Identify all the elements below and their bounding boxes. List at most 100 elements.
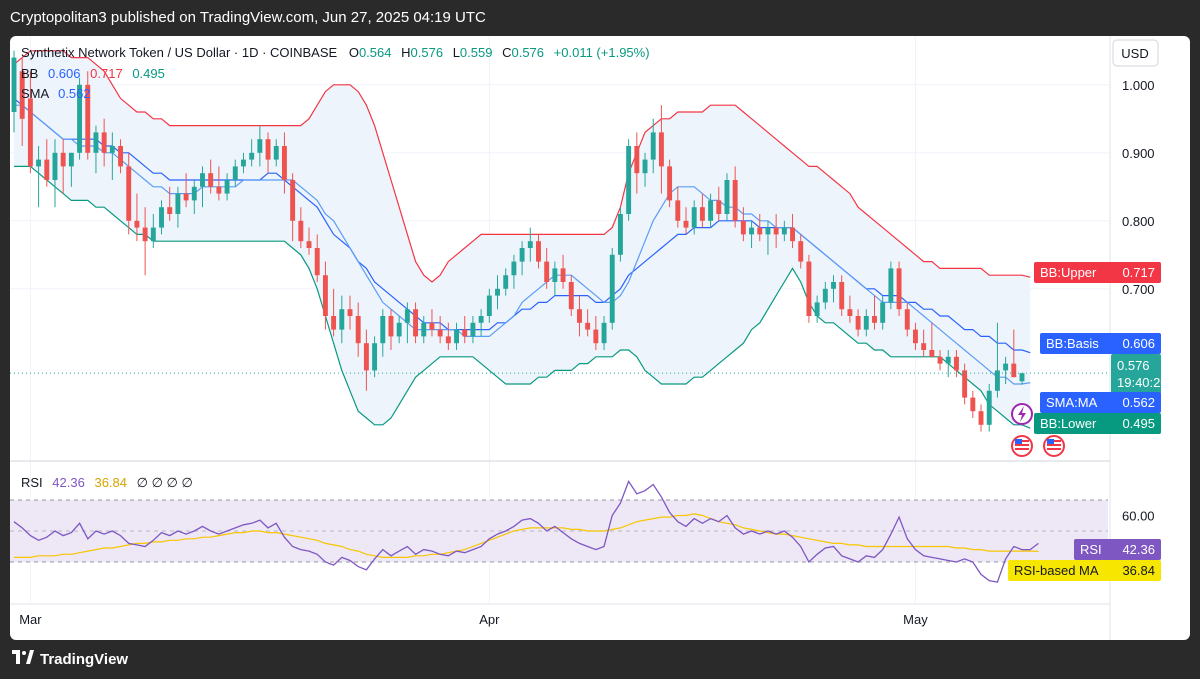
price-tick-label: 0.900 xyxy=(1122,146,1155,161)
candle xyxy=(273,139,279,167)
candle xyxy=(134,193,140,242)
rsi-legend: RSI 42.36 36.84 ∅ ∅ ∅ ∅ xyxy=(21,475,193,490)
candle-body xyxy=(519,248,525,262)
candle xyxy=(913,322,918,350)
candle xyxy=(872,295,877,330)
candle xyxy=(994,322,1000,398)
candle-body xyxy=(577,309,582,323)
candle-body xyxy=(314,248,320,276)
candle xyxy=(593,316,599,350)
candle xyxy=(617,207,623,262)
candle xyxy=(347,295,353,330)
candle-body xyxy=(109,146,115,153)
candle xyxy=(290,173,296,242)
candle-body xyxy=(994,370,1000,391)
candle xyxy=(585,309,591,337)
publisher-text: Cryptopolitan3 published on TradingView.… xyxy=(10,9,486,26)
candle-body xyxy=(470,322,476,337)
rsi-ma-tag: RSI-based MA 36.84 xyxy=(1008,560,1161,581)
candle-body xyxy=(322,275,328,316)
chart-frame[interactable]: USD 1.000 0.900 0.800 0.700 60.00 Mar Apr May… xyxy=(10,36,1190,640)
candle-body xyxy=(568,282,574,310)
candle-body xyxy=(667,166,673,201)
bb-upper-line xyxy=(13,50,1031,283)
candle xyxy=(863,309,869,337)
candle xyxy=(773,214,779,248)
candle-body xyxy=(773,227,779,235)
candle xyxy=(626,139,632,221)
candle xyxy=(298,207,304,248)
candle xyxy=(601,316,607,350)
us-flag-event-icon[interactable] xyxy=(1011,435,1033,457)
lightning-icon[interactable] xyxy=(1011,403,1033,425)
candle xyxy=(945,350,951,378)
candle xyxy=(986,384,992,432)
candle-body xyxy=(560,268,566,282)
svg-text:BB:Lower: BB:Lower xyxy=(1040,416,1097,431)
candle xyxy=(650,118,656,174)
candle xyxy=(470,316,476,344)
candle-body xyxy=(355,316,361,344)
candle-body xyxy=(822,288,828,303)
candle xyxy=(44,139,50,187)
candle-body xyxy=(167,207,173,214)
candle xyxy=(978,404,984,432)
candle xyxy=(831,275,836,303)
time-tick-label: Mar xyxy=(19,612,42,627)
candle xyxy=(675,186,681,228)
candle-body xyxy=(642,159,648,174)
sma-tag: SMA:MA 0.562 xyxy=(1040,392,1161,413)
candle xyxy=(577,295,582,337)
candle xyxy=(445,322,451,350)
currency-button[interactable]: USD xyxy=(1112,39,1159,67)
rsi-tick-label: 60.00 xyxy=(1122,509,1155,524)
candle-body xyxy=(601,322,607,344)
candle-body xyxy=(339,309,345,330)
candle-body xyxy=(118,146,123,167)
candle xyxy=(355,302,361,357)
candle-body xyxy=(593,329,599,344)
candle xyxy=(822,282,828,310)
svg-text:BB:Upper: BB:Upper xyxy=(1040,265,1097,280)
candle-body xyxy=(257,139,263,153)
chart-canvas[interactable]: USD 1.000 0.900 0.800 0.700 60.00 Mar Apr May… xyxy=(10,36,1190,640)
candle xyxy=(847,295,853,323)
price-tick-label: 1.000 xyxy=(1122,78,1155,93)
candle-body xyxy=(872,316,877,323)
svg-text:42.36: 42.36 xyxy=(1122,542,1155,557)
candle-body xyxy=(44,159,50,180)
candle-body xyxy=(445,336,451,344)
candle xyxy=(814,295,820,323)
candle-body xyxy=(781,227,787,235)
candle xyxy=(339,295,345,344)
svg-text:RSI 42.36 36.8: RSI 42.36 36.84 ∅ ∅ ∅ ∅ xyxy=(21,475,193,490)
candle-body xyxy=(716,200,722,214)
candle xyxy=(118,139,123,174)
candle-body xyxy=(200,173,205,187)
candle xyxy=(683,207,689,235)
price-tick-label: 0.800 xyxy=(1122,214,1155,229)
candle xyxy=(85,71,91,160)
us-flag-event-icon[interactable] xyxy=(1043,435,1065,457)
candle-body xyxy=(396,322,402,337)
candle-body xyxy=(60,152,66,167)
candle-body xyxy=(552,268,558,282)
candle-body xyxy=(216,186,222,194)
bb-upper-tag: BB:Upper 0.717 xyxy=(1034,262,1161,283)
candle-body xyxy=(863,316,869,330)
candle xyxy=(200,166,205,208)
candle-body xyxy=(626,146,632,214)
footer-bar: TradingView xyxy=(0,640,1200,679)
candle-body xyxy=(708,200,714,221)
tradingview-logo[interactable]: TradingView xyxy=(12,650,128,668)
svg-text:BB:Basis: BB:Basis xyxy=(1046,336,1099,351)
candle-body xyxy=(27,98,33,167)
candle xyxy=(953,350,959,378)
candle-body xyxy=(896,268,902,310)
candle xyxy=(806,254,812,323)
candle-body xyxy=(175,193,181,214)
candle xyxy=(331,288,337,337)
candle-body xyxy=(724,180,730,214)
candle xyxy=(421,316,427,344)
time-tick-label: May xyxy=(903,612,928,627)
